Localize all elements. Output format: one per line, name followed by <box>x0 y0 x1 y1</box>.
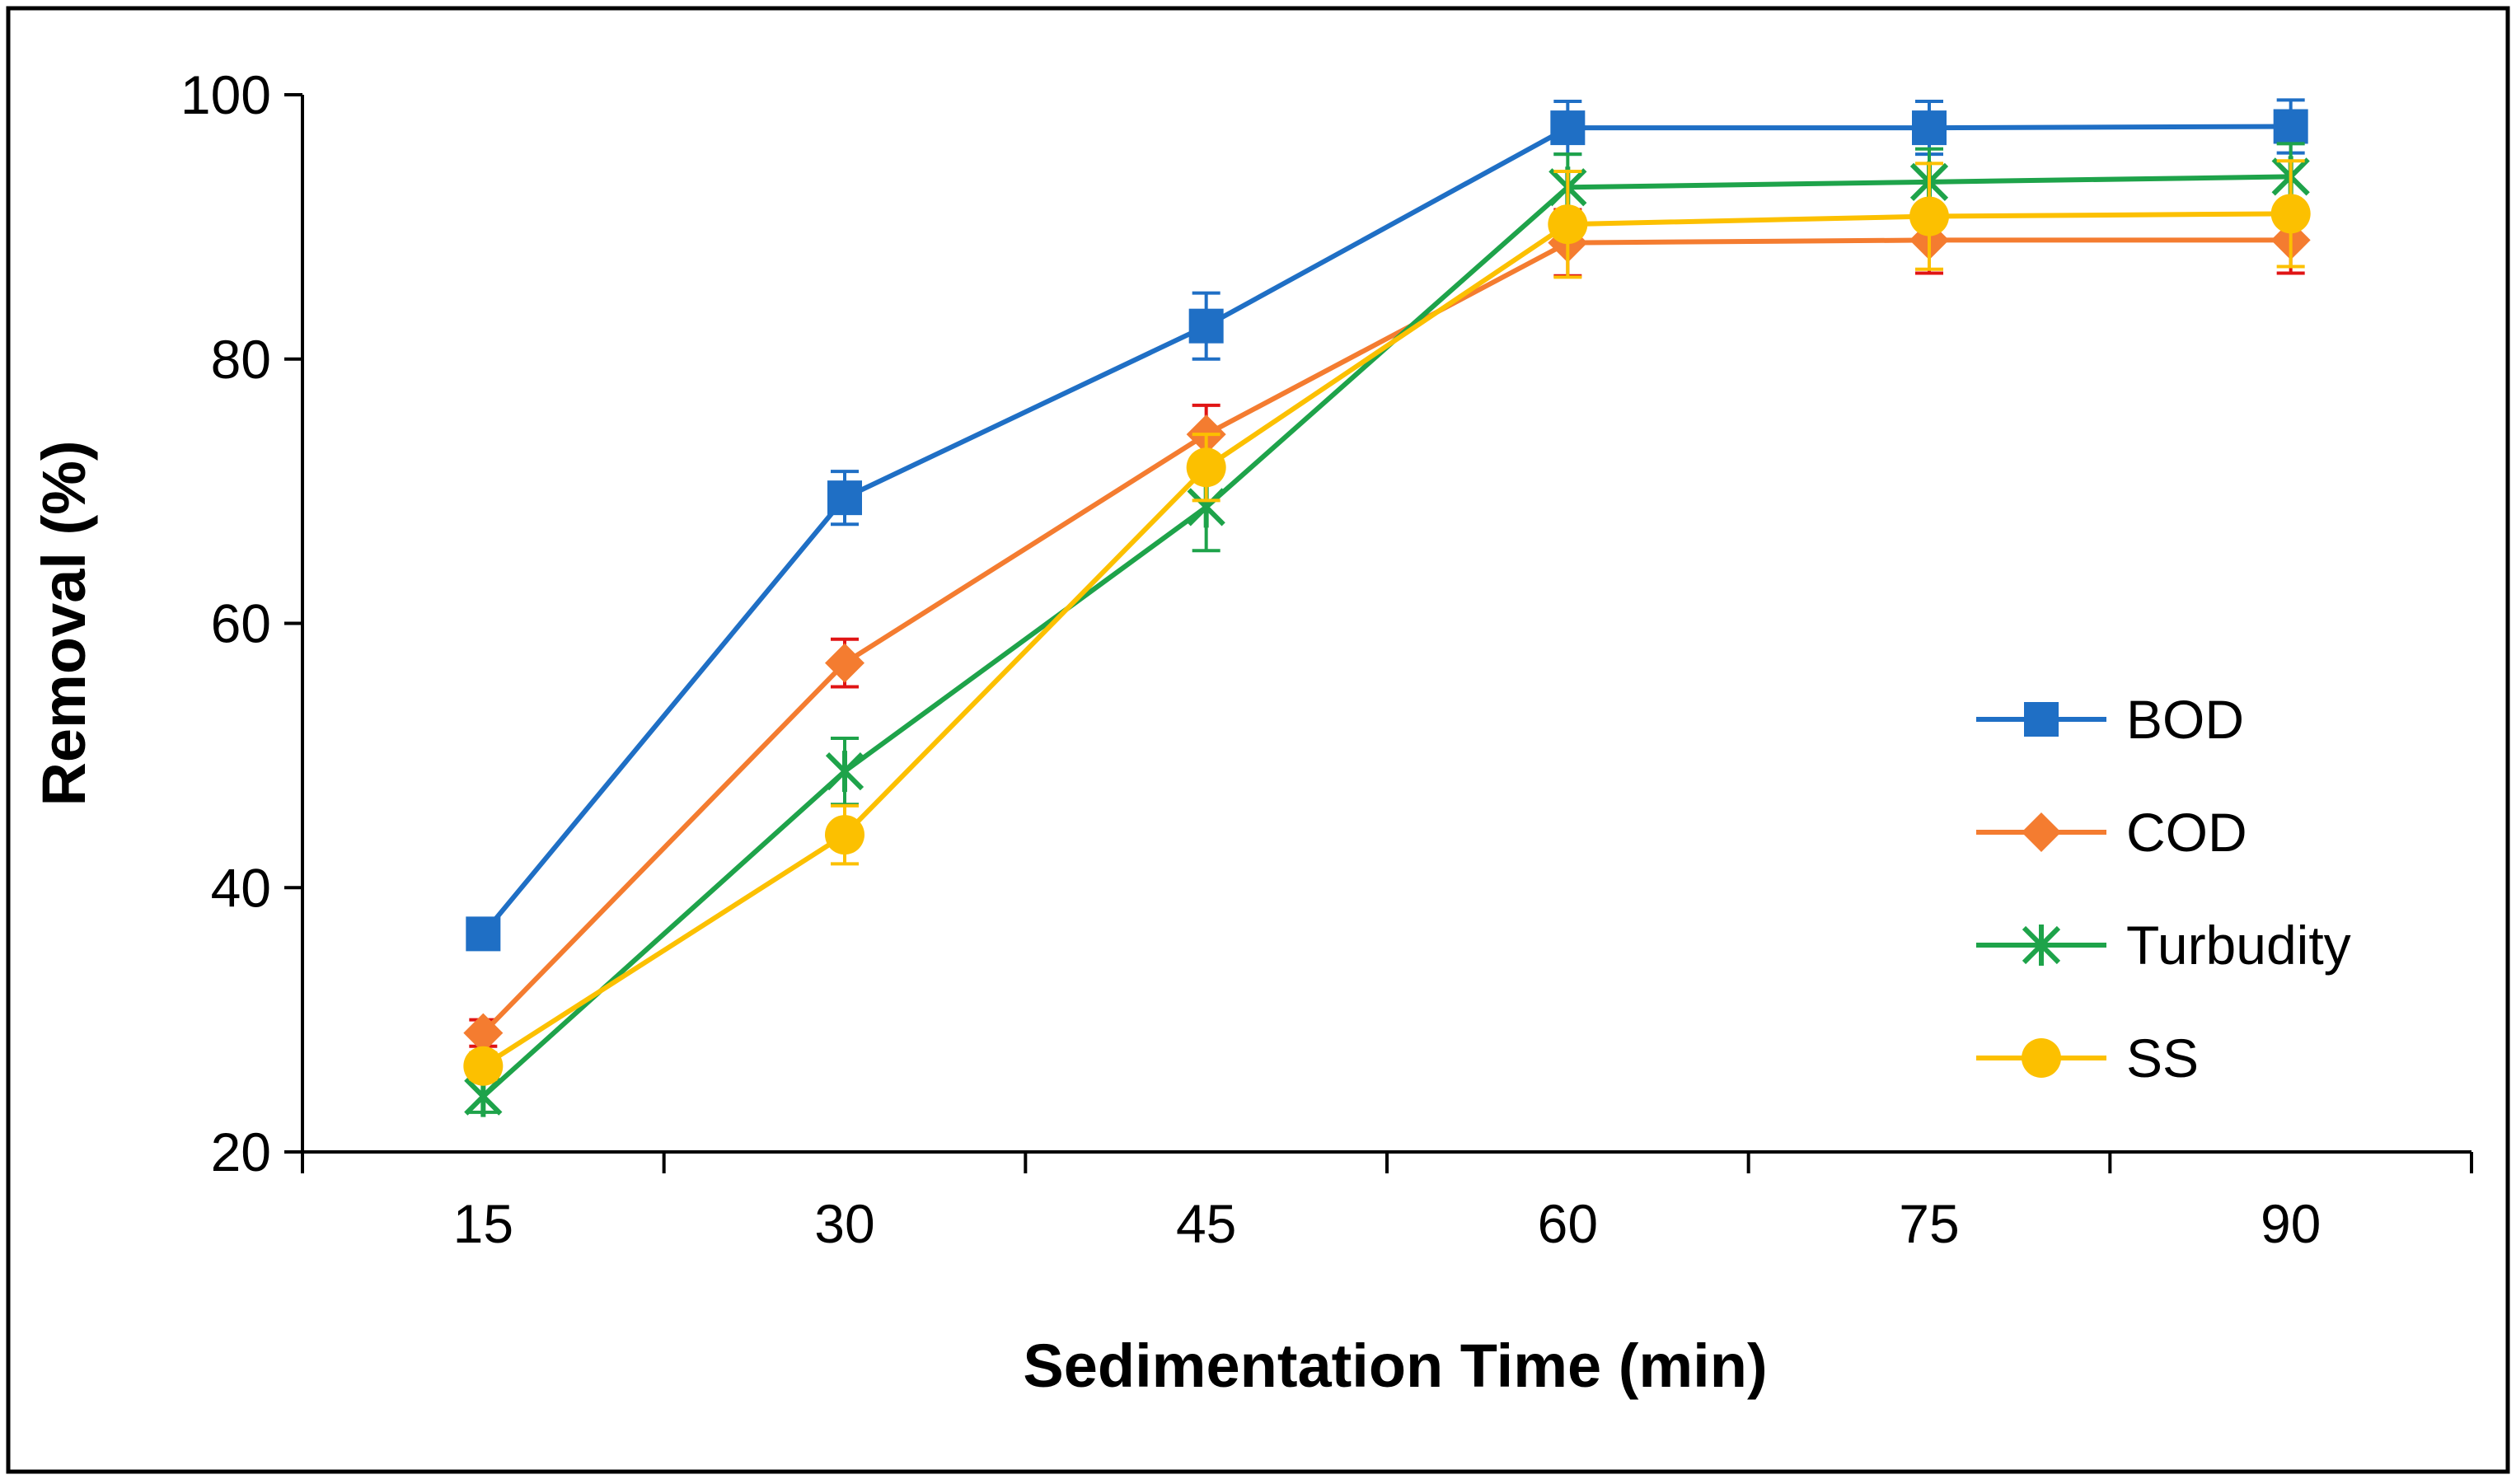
legend-marker <box>2022 812 2061 852</box>
legend-item-ss: SS <box>1976 1028 2199 1088</box>
data-point-turbudity <box>825 751 864 793</box>
data-point-cod-shape <box>463 1013 504 1053</box>
axes: 20 40 60 80 100 15 30 45 60 75 90 Sedimentation Tim… <box>30 64 2473 1400</box>
legend-marker-shape <box>2022 812 2061 852</box>
x-tick-label: 75 <box>1899 1193 1959 1254</box>
chart-frame <box>6 6 2510 1474</box>
data-point-cod <box>825 643 864 683</box>
legend-item-cod: COD <box>1976 802 2247 863</box>
data-point-ss <box>825 815 864 855</box>
data-point-bod <box>1550 110 1586 146</box>
y-axis-title: Removal (%) <box>30 440 98 806</box>
data-point-ss-shape <box>1186 447 1226 488</box>
data-point-bod <box>1912 110 1947 146</box>
legend-marker-shape <box>2022 1038 2061 1078</box>
data-point-bod-shape <box>2273 109 2308 144</box>
series-bod <box>466 98 2308 952</box>
series-line-bod <box>481 124 2291 936</box>
data-point-ss <box>463 1046 504 1086</box>
data-point-bod <box>466 916 501 952</box>
data-point-cod <box>463 1013 504 1053</box>
data-point-cod-shape <box>825 643 864 683</box>
legend-marker-shape <box>2024 702 2059 737</box>
legend-item-turbudity: Turbudity <box>1976 915 2351 976</box>
data-point-ss <box>1909 196 1949 236</box>
legend-label: BOD <box>2126 689 2244 750</box>
data-point-ss <box>1548 204 1588 245</box>
series-ss <box>463 159 2311 1086</box>
data-point-bod-shape <box>466 916 501 952</box>
data-point-ss <box>2270 194 2311 234</box>
x-tick-label: 60 <box>1538 1193 1598 1254</box>
data-point-bod-shape <box>1188 308 1224 344</box>
y-tick-label: 20 <box>211 1121 271 1182</box>
data-point-ss-shape <box>1548 204 1588 245</box>
data-point-bod <box>827 480 862 516</box>
data-point-ss-shape <box>1909 196 1949 236</box>
series-line-cod <box>481 237 2291 1035</box>
data-point-bod <box>1188 308 1224 344</box>
data-point-ss-shape <box>463 1046 504 1086</box>
series-line-ss <box>481 211 2291 1069</box>
data-point-ss <box>1186 447 1226 488</box>
legend-label: COD <box>2126 802 2247 863</box>
data-point-bod-shape <box>1550 110 1586 146</box>
y-tick-label: 60 <box>211 593 271 654</box>
series-group <box>463 98 2311 1117</box>
legend-marker <box>2024 702 2059 737</box>
y-tick-label: 100 <box>180 64 271 125</box>
legend-marker <box>2022 1038 2061 1078</box>
legend-label: Turbudity <box>2126 915 2351 976</box>
y-tick-label: 80 <box>211 329 271 390</box>
x-tick-label: 45 <box>1176 1193 1236 1254</box>
legend-item-bod: BOD <box>1976 689 2244 750</box>
data-point-ss-shape <box>825 815 864 855</box>
x-tick-label: 30 <box>814 1193 874 1254</box>
legend-marker <box>2022 925 2061 966</box>
data-point-bod <box>2273 109 2308 144</box>
legend: BOD COD Turbudity SS <box>1976 689 2351 1088</box>
data-point-ss-shape <box>2270 194 2311 234</box>
legend-marker-shape <box>2022 925 2061 966</box>
data-point-bod-shape <box>827 480 862 516</box>
legend-label: SS <box>2126 1028 2199 1088</box>
x-tick-label: 15 <box>453 1193 513 1254</box>
data-point-bod-shape <box>1912 110 1947 146</box>
y-tick-label: 40 <box>211 857 271 918</box>
x-tick-label: 90 <box>2261 1193 2321 1254</box>
data-point-turbudity-shape <box>825 751 864 793</box>
x-axis-title: Sedimentation Time (min) <box>1023 1332 1767 1400</box>
